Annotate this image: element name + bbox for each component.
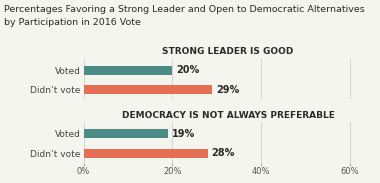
Bar bbox=[84, 85, 212, 94]
Text: 19%: 19% bbox=[172, 129, 195, 139]
Title: STRONG LEADER IS GOOD: STRONG LEADER IS GOOD bbox=[162, 47, 294, 56]
Bar bbox=[84, 129, 168, 138]
Title: DEMOCRACY IS NOT ALWAYS PREFERABLE: DEMOCRACY IS NOT ALWAYS PREFERABLE bbox=[122, 111, 334, 120]
Text: 29%: 29% bbox=[216, 85, 239, 95]
Bar bbox=[84, 66, 173, 75]
Text: 28%: 28% bbox=[212, 148, 235, 158]
Bar bbox=[84, 149, 208, 158]
Text: Percentages Favoring a Strong Leader and Open to Democratic Alternatives
by Part: Percentages Favoring a Strong Leader and… bbox=[4, 5, 364, 27]
Text: 20%: 20% bbox=[176, 65, 199, 75]
